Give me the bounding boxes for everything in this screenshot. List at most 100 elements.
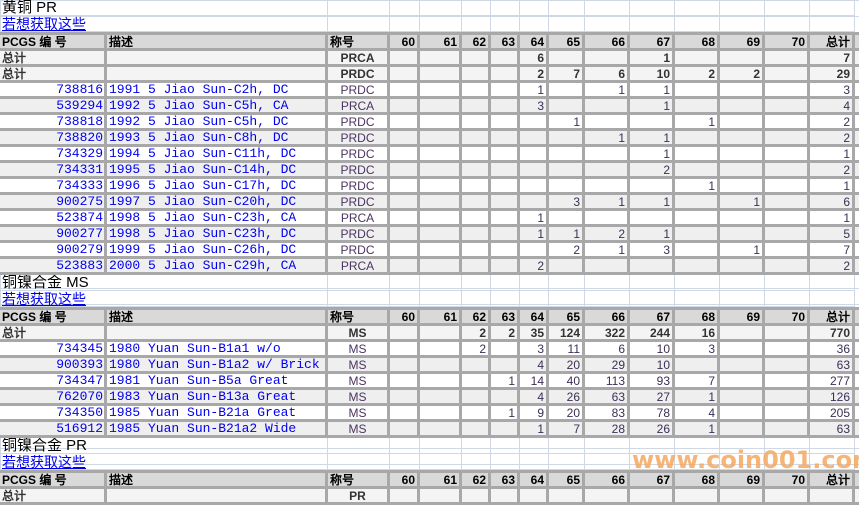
- pcgs-number-link[interactable]: 734333: [0, 179, 107, 192]
- column-header[interactable]: 62: [462, 473, 491, 489]
- value-cell: [491, 422, 520, 435]
- grade-cell: PRCA: [328, 211, 390, 224]
- value-cell: [720, 422, 765, 435]
- description-link[interactable]: 1996 5 Jiao Sun-C17h, DC: [107, 179, 328, 192]
- pcgs-number-link[interactable]: 738818: [0, 115, 107, 128]
- column-header[interactable]: PCGS 编 号: [0, 473, 107, 489]
- column-header[interactable]: 61: [420, 35, 462, 51]
- pcgs-number-link[interactable]: 900279: [0, 243, 107, 256]
- description-link[interactable]: 1985 Yuan Sun-B21a Great: [107, 406, 328, 419]
- column-header[interactable]: 67: [630, 473, 675, 489]
- description-link[interactable]: 1992 5 Jiao Sun-C5h, DC: [107, 115, 328, 128]
- column-header[interactable]: 67: [630, 35, 675, 51]
- description-link[interactable]: 1981 Yuan Sun-B5a Great: [107, 374, 328, 387]
- description-link[interactable]: 1991 5 Jiao Sun-C2h, DC: [107, 83, 328, 96]
- column-header[interactable]: 68: [675, 473, 720, 489]
- pcgs-number-link[interactable]: 516912: [0, 422, 107, 435]
- value-cell: 26: [549, 390, 585, 403]
- column-header[interactable]: 68: [675, 35, 720, 51]
- column-header[interactable]: 描述: [107, 473, 328, 489]
- description-link[interactable]: 1998 5 Jiao Sun-C23h, CA: [107, 211, 328, 224]
- column-header[interactable]: 总计: [810, 35, 855, 51]
- column-header[interactable]: 63: [491, 310, 520, 326]
- pcgs-number-link[interactable]: 734347: [0, 374, 107, 387]
- column-header[interactable]: 65: [549, 473, 585, 489]
- column-header[interactable]: 称号: [328, 310, 390, 326]
- column-header[interactable]: 62: [462, 310, 491, 326]
- pcgs-number-link[interactable]: 738816: [0, 83, 107, 96]
- description-link[interactable]: 2000 5 Jiao Sun-C29h, CA: [107, 259, 328, 272]
- pcgs-number-link[interactable]: 734350: [0, 406, 107, 419]
- column-header[interactable]: 60: [390, 35, 420, 51]
- value-cell: 2: [462, 342, 491, 355]
- pcgs-number-link[interactable]: 738820: [0, 131, 107, 144]
- description-link[interactable]: 1992 5 Jiao Sun-C5h, CA: [107, 99, 328, 112]
- column-header[interactable]: 65: [549, 35, 585, 51]
- empty-cell: [491, 275, 520, 291]
- column-header[interactable]: 64: [520, 35, 549, 51]
- column-header[interactable]: 70: [765, 35, 810, 51]
- description-link[interactable]: 1993 5 Jiao Sun-C8h, DC: [107, 131, 328, 144]
- table-row: 900275 1997 5 Jiao Sun-C20h, DC PRDC 3 1 1 1 6: [0, 195, 859, 211]
- column-header[interactable]: 描述: [107, 35, 328, 51]
- description-link[interactable]: 1998 5 Jiao Sun-C23h, DC: [107, 227, 328, 240]
- column-header[interactable]: 60: [390, 310, 420, 326]
- get-these-link[interactable]: 若想获取这些: [0, 291, 328, 307]
- column-header[interactable]: 63: [491, 35, 520, 51]
- pcgs-number-link[interactable]: 523883: [0, 259, 107, 272]
- column-header[interactable]: 70: [765, 473, 810, 489]
- column-header[interactable]: 称号: [328, 473, 390, 489]
- column-header[interactable]: 66: [585, 310, 630, 326]
- empty-cell: [491, 16, 520, 32]
- column-header[interactable]: 66: [585, 35, 630, 51]
- value-cell: [420, 406, 462, 419]
- description-link[interactable]: 1995 5 Jiao Sun-C14h, DC: [107, 163, 328, 176]
- column-header[interactable]: 61: [420, 310, 462, 326]
- pcgs-number-link[interactable]: 539294: [0, 99, 107, 112]
- column-header[interactable]: 描述: [107, 310, 328, 326]
- column-header[interactable]: 65: [549, 310, 585, 326]
- column-header[interactable]: 67: [630, 310, 675, 326]
- description-link[interactable]: 1985 Yuan Sun-B21a2 Wide: [107, 422, 328, 435]
- pcgs-number-link[interactable]: 762070: [0, 390, 107, 403]
- pcgs-number-link[interactable]: 523874: [0, 211, 107, 224]
- pcgs-number-link[interactable]: 734331: [0, 163, 107, 176]
- value-cell: [520, 243, 549, 256]
- column-header[interactable]: 61: [420, 473, 462, 489]
- total-row: 总计 PR: [0, 489, 859, 505]
- description-link[interactable]: 1983 Yuan Sun-B13a Great: [107, 390, 328, 403]
- get-these-link[interactable]: 若想获取这些: [0, 454, 328, 470]
- pcgs-number-link[interactable]: 734345: [0, 342, 107, 355]
- column-header[interactable]: 68: [675, 310, 720, 326]
- description-link[interactable]: 1980 Yuan Sun-B1a1 w/o: [107, 342, 328, 355]
- column-header[interactable]: 66: [585, 473, 630, 489]
- table-row: 734347 1981 Yuan Sun-B5a Great MS 1 14 40 113 9…: [0, 374, 859, 390]
- pcgs-number-link[interactable]: 734329: [0, 147, 107, 160]
- column-header[interactable]: 70: [765, 310, 810, 326]
- column-header[interactable]: PCGS 编 号: [0, 35, 107, 51]
- value-cell: [720, 83, 765, 96]
- description-link[interactable]: 1994 5 Jiao Sun-C11h, DC: [107, 147, 328, 160]
- pcgs-number-link[interactable]: 900393: [0, 358, 107, 371]
- description-link[interactable]: 1999 5 Jiao Sun-C26h, DC: [107, 243, 328, 256]
- column-header[interactable]: PCGS 编 号: [0, 310, 107, 326]
- column-header[interactable]: 69: [720, 35, 765, 51]
- column-header[interactable]: 62: [462, 35, 491, 51]
- get-these-link[interactable]: 若想获取这些: [0, 16, 328, 32]
- empty-cell: [675, 454, 720, 470]
- column-header[interactable]: 64: [520, 473, 549, 489]
- pcgs-number-link[interactable]: 900275: [0, 195, 107, 208]
- value-cell: [390, 406, 420, 419]
- empty-cell: [491, 438, 520, 454]
- description-link[interactable]: 1997 5 Jiao Sun-C20h, DC: [107, 195, 328, 208]
- column-header[interactable]: 69: [720, 473, 765, 489]
- column-header[interactable]: 60: [390, 473, 420, 489]
- column-header[interactable]: 总计: [810, 473, 855, 489]
- pcgs-number-link[interactable]: 900277: [0, 227, 107, 240]
- column-header[interactable]: 称号: [328, 35, 390, 51]
- description-link[interactable]: 1980 Yuan Sun-B1a2 w/ Brick: [107, 358, 328, 371]
- column-header[interactable]: 63: [491, 473, 520, 489]
- column-header[interactable]: 69: [720, 310, 765, 326]
- column-header[interactable]: 64: [520, 310, 549, 326]
- column-header[interactable]: 总计: [810, 310, 855, 326]
